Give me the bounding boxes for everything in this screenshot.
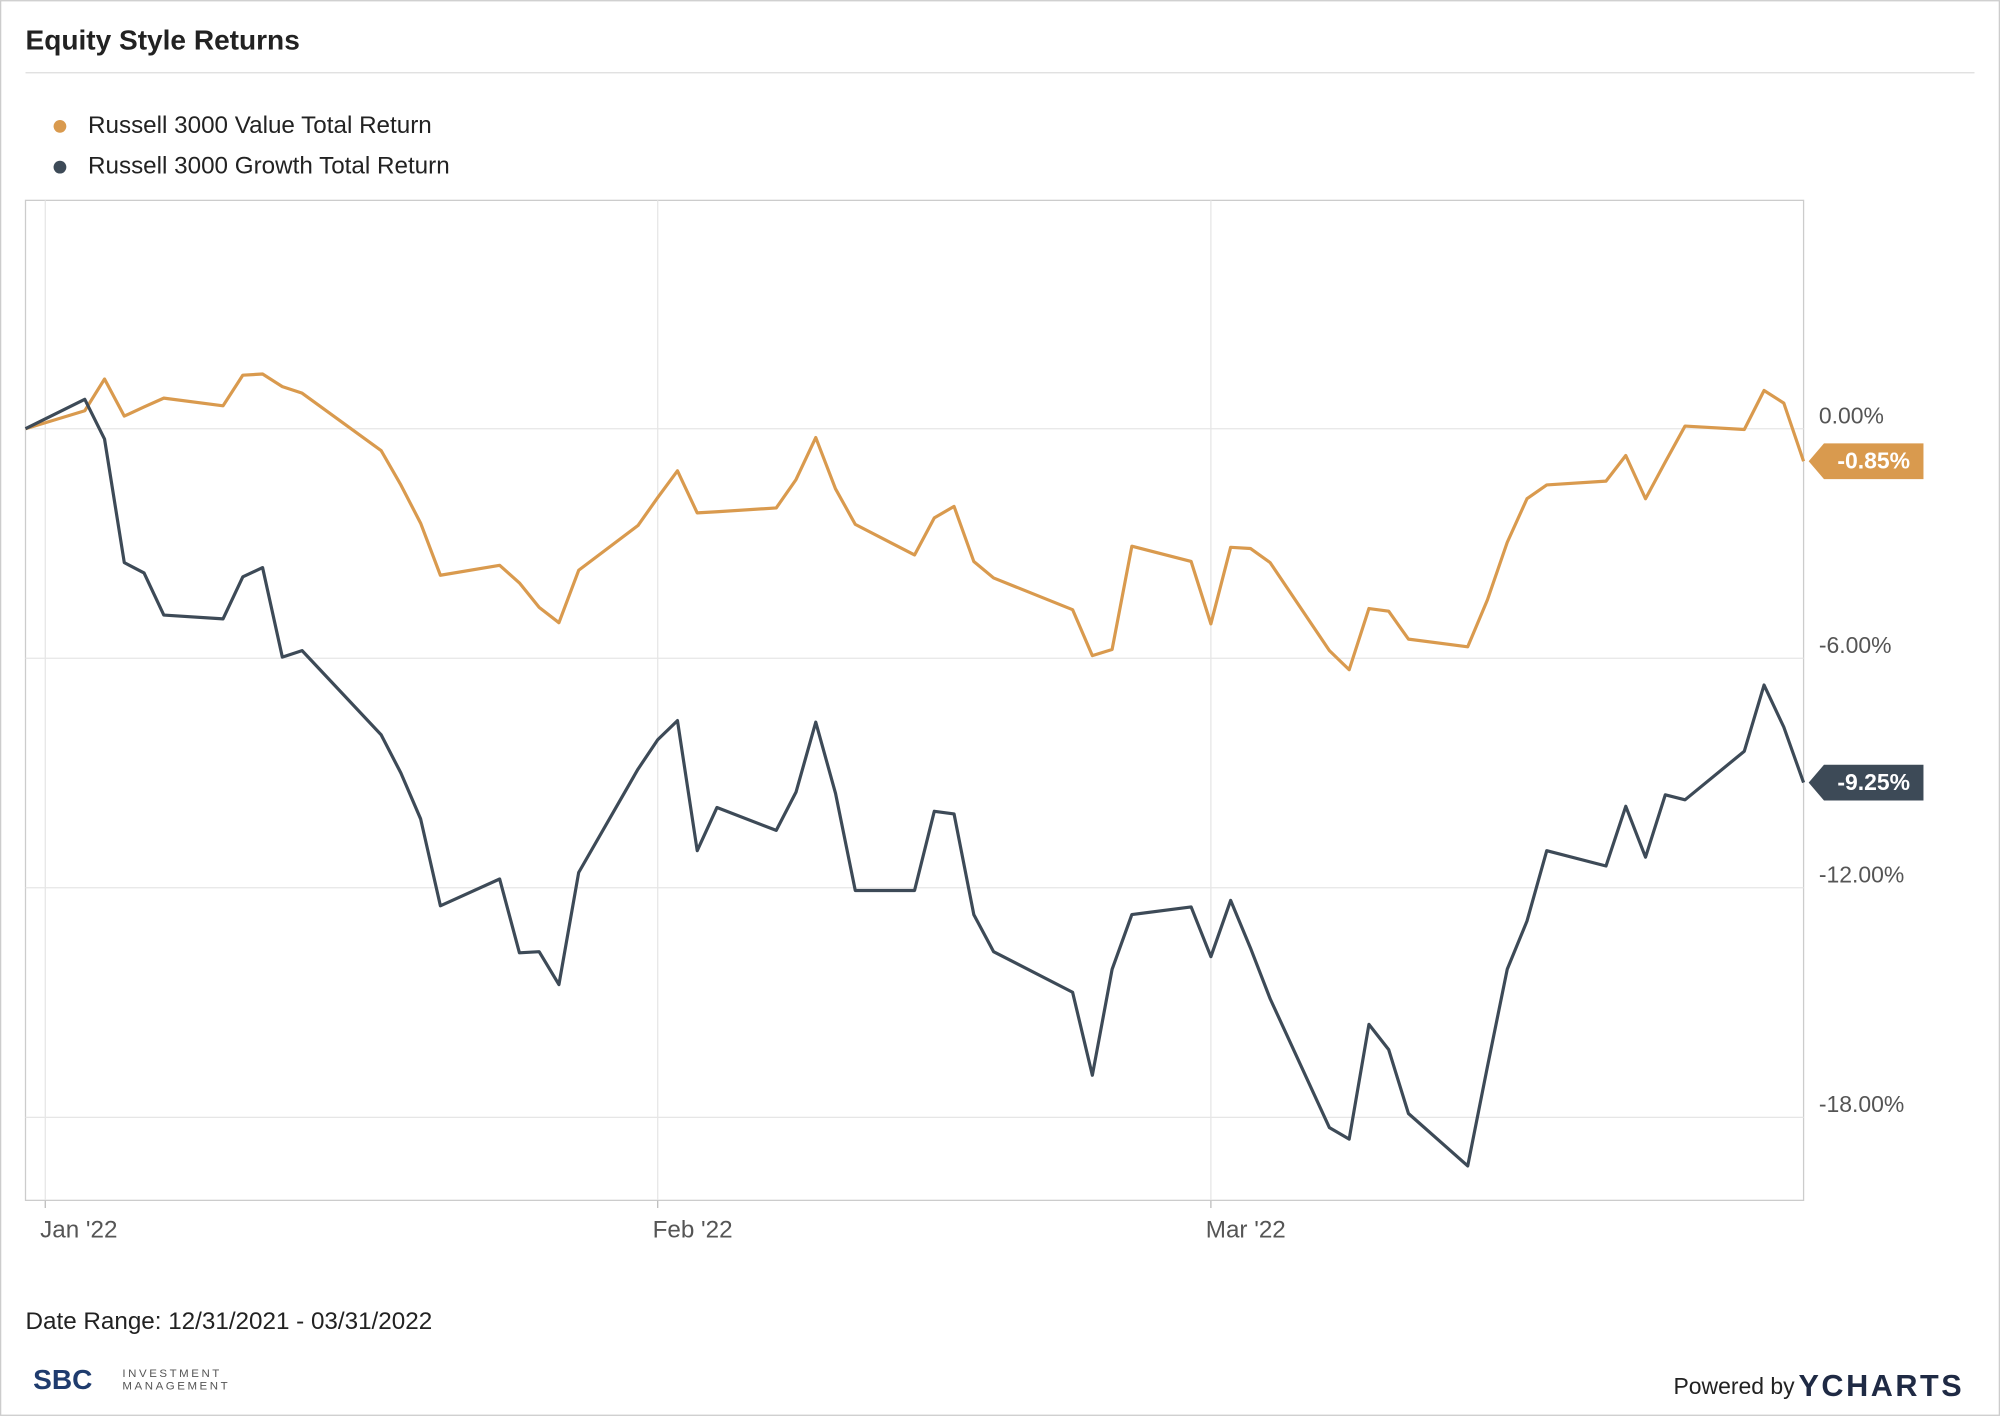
series-line xyxy=(25,372,1806,672)
end-tag xyxy=(1808,764,1924,801)
brand: YCHARTS xyxy=(1798,1369,1964,1403)
logo: SBC xyxy=(33,1364,92,1395)
series-line xyxy=(24,397,1806,1168)
y-tick-label: -12.00% xyxy=(1819,861,1904,887)
end-label: -9.25% xyxy=(1837,769,1910,795)
y-tick-label: -18.00% xyxy=(1819,1091,1904,1117)
logo-line: INVESTMENT xyxy=(122,1368,221,1380)
legend-label: Russell 3000 Value Total Return xyxy=(88,112,432,139)
x-tick-label: Feb '22 xyxy=(653,1216,733,1243)
legend-label: Russell 3000 Growth Total Return xyxy=(88,153,450,180)
date-range: Date Range: 12/31/2021 - 03/31/2022 xyxy=(26,1308,433,1335)
chart-title: Equity Style Returns xyxy=(26,25,300,56)
legend-marker xyxy=(53,119,67,133)
plot-area xyxy=(24,199,1805,1201)
x-tick-label: Jan '22 xyxy=(40,1216,117,1243)
legend-marker xyxy=(53,160,67,174)
x-tick-label: Mar '22 xyxy=(1206,1216,1286,1243)
y-tick-label: 0.00% xyxy=(1819,402,1884,428)
end-label: -0.85% xyxy=(1837,448,1910,474)
powered-by: Powered by xyxy=(1674,1373,1796,1399)
logo-line: MANAGEMENT xyxy=(122,1381,230,1393)
end-tag xyxy=(1808,443,1924,480)
y-tick-label: -6.00% xyxy=(1819,632,1892,658)
